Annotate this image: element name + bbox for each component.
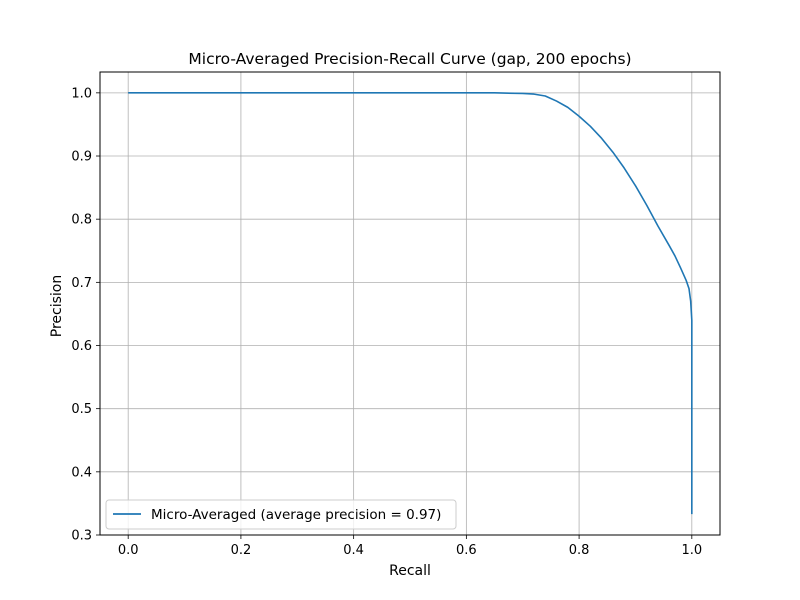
x-tick-label: 0.2 (231, 543, 252, 558)
x-tick-label: 0.0 (118, 543, 139, 558)
y-tick-label: 1.0 (71, 86, 92, 101)
x-tick-label: 0.8 (569, 543, 590, 558)
y-tick-label: 0.6 (71, 339, 92, 354)
series-line (128, 92, 693, 515)
legend-label: Micro-Averaged (average precision = 0.97… (151, 507, 441, 523)
y-tick-label: 0.8 (71, 213, 92, 228)
chart-title: Micro-Averaged Precision-Recall Curve (g… (188, 50, 631, 68)
x-tick-label: 0.6 (456, 543, 477, 558)
x-axis-label: Recall (389, 563, 431, 579)
ticks: 0.0 0.2 0.4 0.6 0.8 1.0 0.3 0.4 0.5 0.6 0.7 0.8 0.9 1… (71, 86, 702, 558)
y-tick-label: 0.7 (71, 276, 92, 291)
y-tick-label: 0.3 (71, 529, 92, 544)
y-tick-label: 0.9 (71, 150, 92, 165)
legend-box (105, 499, 457, 530)
series-layer (128, 92, 693, 515)
x-tick-label: 1.0 (681, 543, 702, 558)
y-tick-label: 0.4 (71, 465, 92, 480)
legend: Micro-Averaged (average precision = 0.97… (105, 499, 457, 530)
x-tick-label: 0.4 (343, 543, 364, 558)
y-axis-label: Precision (49, 275, 65, 337)
y-tick-label: 0.5 (71, 402, 92, 417)
plot-frame (99, 71, 721, 536)
